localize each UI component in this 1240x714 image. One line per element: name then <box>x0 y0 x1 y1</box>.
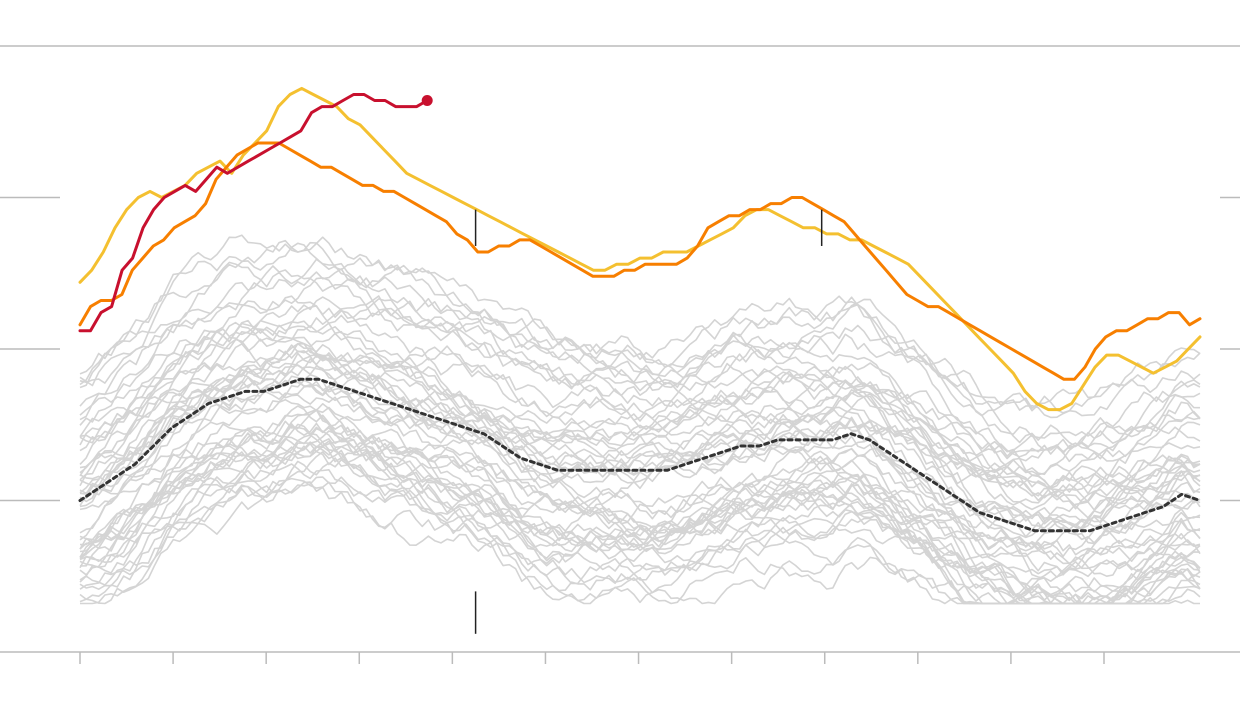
background-series-line <box>79 408 1201 565</box>
background-series-line <box>79 409 1201 575</box>
background-series-line <box>79 364 1201 526</box>
background-series-line <box>79 296 1201 490</box>
highlight-series <box>78 86 1202 533</box>
background-series-line <box>79 277 1201 465</box>
gridlines <box>0 45 1240 502</box>
background-series-line <box>79 434 1201 605</box>
background-series-line <box>79 242 1201 448</box>
background-series-line <box>79 352 1201 497</box>
background-series-line <box>79 258 1201 439</box>
background-series-line <box>79 373 1201 539</box>
yellow-series-line <box>78 86 1202 412</box>
background-series-line <box>79 423 1201 559</box>
current-series-line <box>78 93 429 333</box>
background-series-line <box>79 234 1201 410</box>
background-series-line <box>79 354 1201 490</box>
vertical-markers <box>474 209 823 634</box>
background-series-line <box>79 275 1201 419</box>
background-series-line <box>79 376 1201 558</box>
background-series-line <box>79 371 1201 544</box>
background-series-line <box>79 406 1201 587</box>
orange-series-line <box>78 141 1202 381</box>
background-series-line <box>79 326 1201 510</box>
background-series-line <box>79 443 1201 605</box>
background-series-line <box>79 476 1201 605</box>
background-series-line <box>79 436 1201 603</box>
background-series-line <box>79 338 1201 504</box>
background-series-line <box>79 463 1201 605</box>
background-series-line <box>79 295 1201 462</box>
current-series-endpoint <box>421 95 433 107</box>
background-series-line <box>79 422 1201 605</box>
background-series-line <box>79 477 1201 605</box>
x-axis <box>0 651 1240 664</box>
background-series-line <box>79 236 1201 417</box>
background-series-line <box>79 398 1201 549</box>
average-series-line <box>78 377 1202 533</box>
background-series <box>79 234 1201 605</box>
